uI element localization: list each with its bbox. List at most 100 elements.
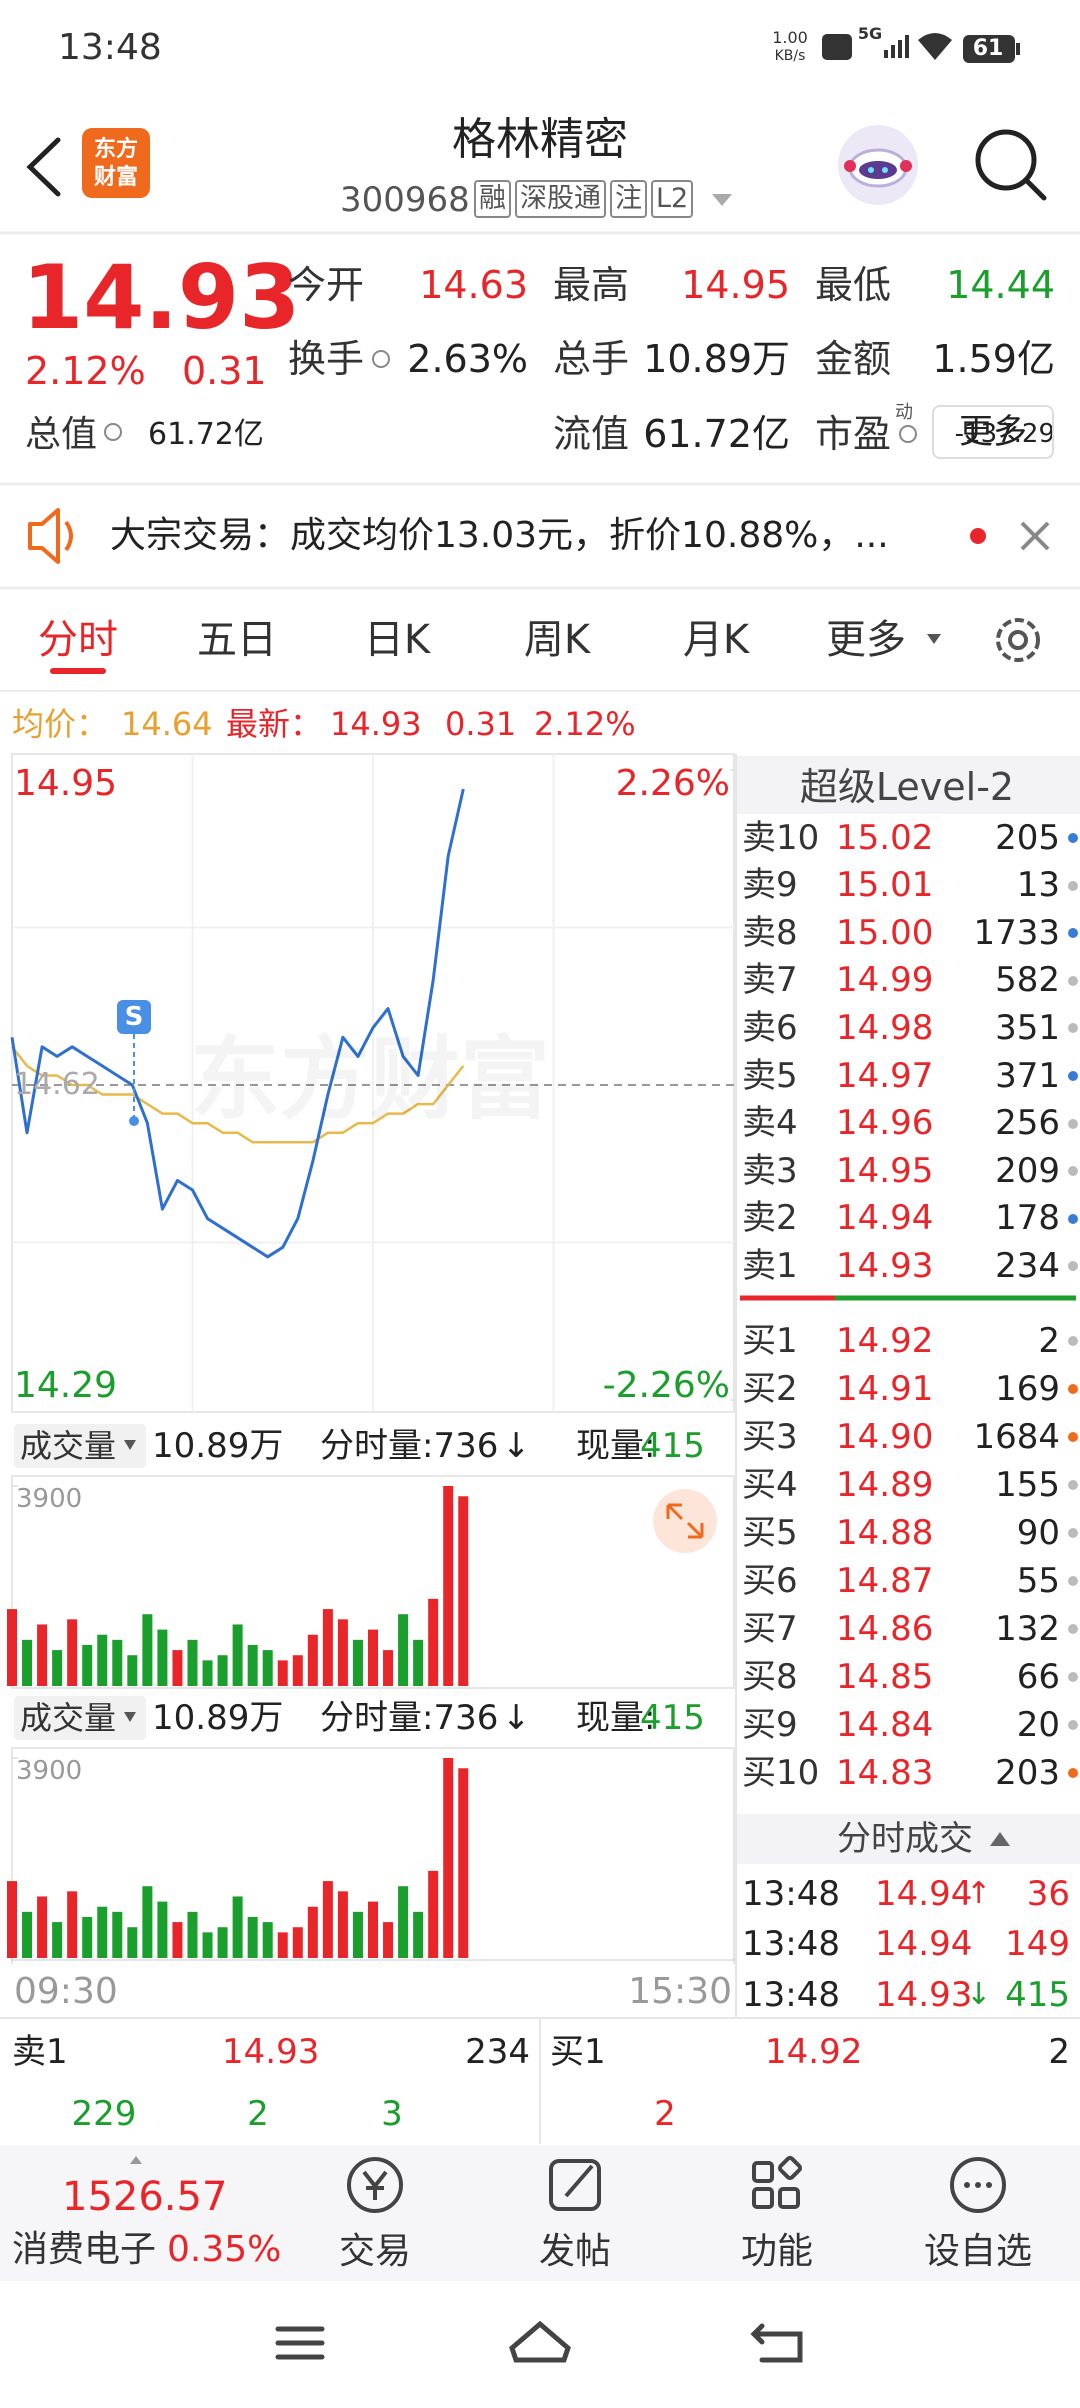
trade-price: 14.93 bbox=[875, 1974, 973, 2015]
field-value: 61.72亿 bbox=[643, 412, 790, 457]
volume-bar bbox=[202, 1660, 213, 1686]
book-dot bbox=[1068, 1480, 1078, 1490]
tab[interactable]: 月K bbox=[682, 617, 750, 663]
queue-volume: 2 bbox=[654, 2093, 676, 2134]
book-label: 卖1 bbox=[742, 1246, 798, 1286]
trades-title: 分时成交 bbox=[837, 1818, 973, 1859]
book-dot bbox=[1068, 833, 1078, 843]
last-label: 最新： bbox=[226, 704, 323, 743]
volume-bar bbox=[97, 1906, 108, 1958]
field-label: 金额 bbox=[815, 337, 892, 382]
tab[interactable]: 分时 bbox=[38, 617, 118, 663]
more-button[interactable]: 更多 bbox=[932, 405, 1054, 459]
back-button[interactable] bbox=[26, 137, 61, 197]
volume-bar bbox=[22, 1639, 33, 1686]
tab[interactable]: 周K bbox=[523, 617, 591, 663]
index-name[interactable]: 消费电子 bbox=[12, 2229, 157, 2271]
index-pct[interactable]: 0.35% bbox=[167, 2229, 282, 2271]
volume-bar bbox=[307, 1634, 318, 1686]
book-dot bbox=[1068, 1624, 1078, 1634]
selector-bg[interactable] bbox=[14, 1424, 146, 1468]
volume-bar bbox=[383, 1922, 394, 1958]
trade-price: 14.94 bbox=[875, 1873, 973, 1914]
volume-bar bbox=[292, 1655, 303, 1686]
volume-selector[interactable]: 成交量 bbox=[20, 1698, 117, 1737]
notice-text[interactable]: 大宗交易：成交均价13.03元，折价10.88%，... bbox=[110, 515, 889, 557]
now-value: 415 bbox=[640, 1697, 705, 1738]
book-label: 买7 bbox=[742, 1608, 798, 1649]
volume-bar bbox=[247, 1644, 258, 1686]
volume-bar bbox=[187, 1639, 198, 1686]
volume-bar bbox=[322, 1609, 333, 1686]
speaker-icon bbox=[28, 508, 73, 564]
book-price: 15.02 bbox=[836, 817, 934, 858]
book-volume: 351 bbox=[995, 1008, 1060, 1048]
tag: 融 bbox=[474, 180, 511, 218]
book-price: 14.95 bbox=[836, 1150, 934, 1191]
book-price: 15.00 bbox=[836, 912, 934, 953]
trade-arrow: ↓ bbox=[966, 1977, 992, 2012]
tag: 深股通 bbox=[515, 180, 606, 218]
book-dot bbox=[1068, 975, 1078, 986]
assistant-avatar[interactable] bbox=[838, 125, 918, 205]
unread-dot bbox=[970, 528, 986, 544]
book-volume: 234 bbox=[995, 1246, 1060, 1286]
book-price: 14.92 bbox=[836, 1320, 934, 1361]
nav-label[interactable]: 发帖 bbox=[538, 2231, 612, 2273]
x-tick-label: 09:30 bbox=[14, 1971, 118, 2013]
volume-bar bbox=[383, 1650, 394, 1686]
book-dot bbox=[1068, 1528, 1078, 1538]
volume-bar bbox=[202, 1932, 213, 1958]
expand-button[interactable] bbox=[653, 1489, 717, 1553]
queue-volume: 2 bbox=[247, 2093, 269, 2134]
close-button[interactable] bbox=[1020, 521, 1050, 551]
field-value: 61.72亿 bbox=[148, 417, 264, 452]
nav-label[interactable]: 设自选 bbox=[923, 2231, 1033, 2273]
y-tick-label: 14.29 bbox=[14, 1365, 118, 1407]
nav-label[interactable]: 功能 bbox=[740, 2231, 814, 2273]
book-price: 14.97 bbox=[836, 1055, 934, 1096]
volume-bar bbox=[82, 1644, 93, 1686]
order-label: 买1 bbox=[550, 2031, 606, 2072]
book-volume: 209 bbox=[995, 1150, 1060, 1191]
trade-arrow: ↑ bbox=[966, 1876, 992, 1911]
book-price: 14.93 bbox=[836, 1246, 934, 1286]
volume-tick-label: 3900 bbox=[16, 1484, 83, 1515]
volume-bar bbox=[398, 1886, 409, 1958]
network-type: 5G bbox=[857, 24, 883, 44]
y2-tick-label: -2.26% bbox=[602, 1365, 730, 1407]
nav-label[interactable]: 交易 bbox=[338, 2231, 412, 2273]
volume-bar bbox=[247, 1916, 258, 1958]
tab[interactable]: 日K bbox=[363, 617, 431, 663]
book-price: 14.87 bbox=[836, 1560, 934, 1601]
price-line bbox=[10, 788, 465, 1259]
tab[interactable]: 五日 bbox=[197, 617, 277, 663]
nav-icon[interactable] bbox=[347, 2155, 1006, 2213]
book-price: 14.86 bbox=[836, 1608, 934, 1649]
volume-bar bbox=[67, 1891, 78, 1958]
volume-bar bbox=[322, 1881, 333, 1958]
field-value: 2.63% bbox=[407, 337, 528, 382]
logo bbox=[82, 128, 150, 198]
volume-bar bbox=[142, 1886, 153, 1958]
battery-level: 61 bbox=[972, 35, 1004, 61]
book-volume: 1733 bbox=[973, 912, 1060, 953]
system-nav[interactable] bbox=[275, 2320, 803, 2363]
book-dot bbox=[1068, 1720, 1078, 1730]
selector-bg[interactable] bbox=[14, 1696, 146, 1740]
field-label: 总手 bbox=[553, 337, 630, 382]
search-button[interactable] bbox=[975, 129, 1047, 201]
book-label: 买8 bbox=[742, 1656, 798, 1697]
info-icon bbox=[104, 423, 122, 441]
volume-selector[interactable]: 成交量 bbox=[20, 1426, 117, 1465]
nav-icon-dots bbox=[964, 2182, 992, 2188]
volume-bar bbox=[52, 1922, 63, 1958]
volume-bar bbox=[368, 1901, 378, 1958]
tab[interactable]: 更多 bbox=[826, 617, 906, 663]
book-volume: 205 bbox=[995, 817, 1060, 858]
field-label: 市盈 bbox=[815, 412, 892, 457]
index-value[interactable]: 1526.57 bbox=[62, 2174, 228, 2220]
tag: 注 bbox=[610, 180, 647, 218]
now-value: 415 bbox=[640, 1425, 705, 1466]
settings-button[interactable] bbox=[996, 618, 1040, 662]
